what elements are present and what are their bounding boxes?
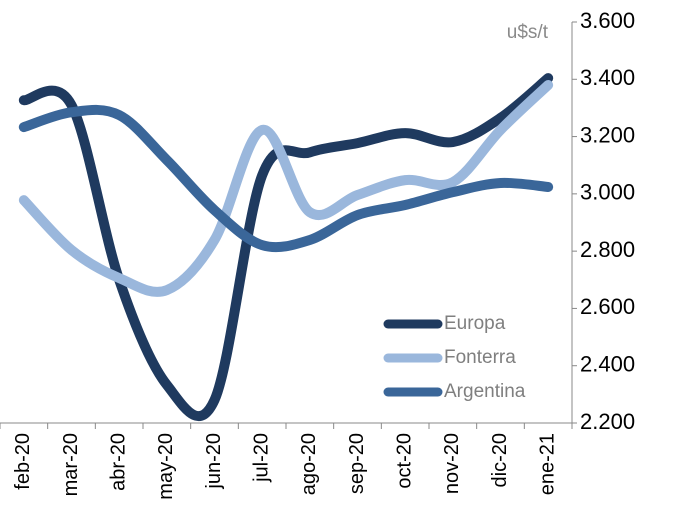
x-tick-label: jun-20 bbox=[203, 433, 225, 490]
legend-label: Europa bbox=[444, 313, 506, 334]
y-axis-label: u$s/t bbox=[507, 22, 549, 43]
y-tick-label: 2.400 bbox=[580, 352, 635, 377]
y-tick-label: 2.200 bbox=[580, 409, 635, 434]
x-tick-label: abr-20 bbox=[107, 433, 129, 491]
y-tick-label: 3.400 bbox=[580, 65, 635, 90]
legend-label: Fonterra bbox=[444, 347, 516, 368]
x-tick-label: ene-21 bbox=[536, 433, 558, 495]
x-tick-label: ago-20 bbox=[298, 433, 320, 495]
series-line bbox=[18, 80, 554, 297]
x-tick-label: nov-20 bbox=[441, 433, 463, 494]
x-tick-label: dic-20 bbox=[489, 433, 511, 487]
y-tick-label: 3.200 bbox=[580, 122, 635, 147]
legend-label: Argentina bbox=[444, 381, 526, 402]
x-tick-label: oct-20 bbox=[393, 433, 415, 489]
x-tick-label: feb-20 bbox=[12, 433, 34, 490]
x-tick-label: mar-20 bbox=[60, 433, 82, 496]
series-line bbox=[18, 73, 554, 421]
series-line bbox=[18, 104, 554, 253]
x-tick-label: jul-20 bbox=[250, 433, 272, 483]
y-tick-label: 2.600 bbox=[580, 294, 635, 319]
y-tick-label: 3.000 bbox=[580, 180, 635, 205]
y-tick-label: 3.600 bbox=[580, 8, 635, 33]
x-tick-label: sep-20 bbox=[346, 433, 368, 494]
y-tick-label: 2.800 bbox=[580, 237, 635, 262]
x-tick-label: may-20 bbox=[155, 433, 177, 500]
